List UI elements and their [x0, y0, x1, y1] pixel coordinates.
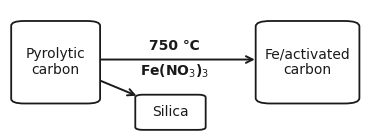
FancyBboxPatch shape	[11, 21, 100, 104]
Text: Fe(NO$_3$)$_3$: Fe(NO$_3$)$_3$	[139, 63, 209, 80]
Text: Pyrolytic
carbon: Pyrolytic carbon	[26, 47, 85, 77]
FancyBboxPatch shape	[256, 21, 359, 104]
FancyBboxPatch shape	[135, 95, 206, 130]
Text: Fe/activated
carbon: Fe/activated carbon	[265, 47, 350, 77]
Text: Silica: Silica	[152, 105, 189, 119]
Text: 750 ℃: 750 ℃	[149, 39, 200, 53]
